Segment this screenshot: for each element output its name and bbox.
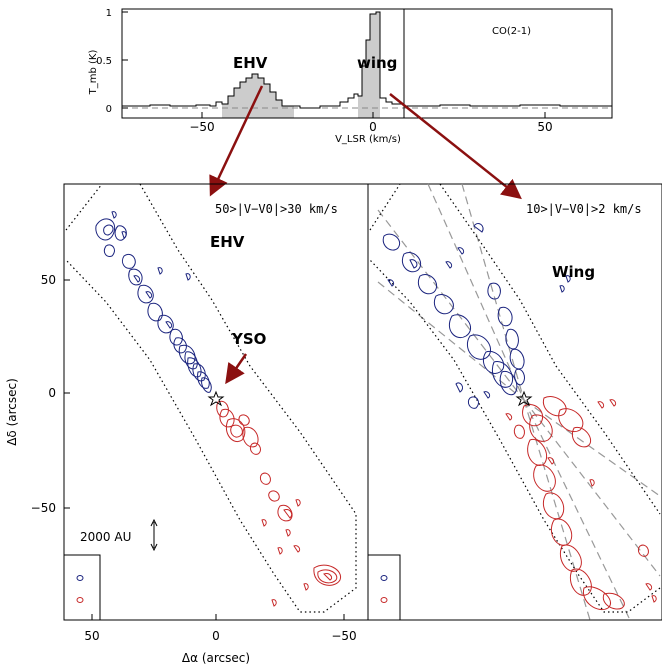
right-blue-contours: [382, 223, 571, 409]
left-axis-ticks: [64, 279, 345, 620]
wing-label: wing: [357, 54, 397, 72]
line-label: CO(2-1): [492, 26, 531, 37]
left-red-beam: [76, 597, 84, 603]
left-outflow-boundary: [65, 183, 357, 613]
right-map-panel: Wing 10>|V−V0|>2 km/s: [367, 183, 662, 621]
spectrum-ytick-1: 0.5: [96, 56, 112, 67]
spectrum-x-label: V_LSR (km/s): [335, 134, 401, 145]
ehv-label: EHV: [233, 54, 268, 72]
xtick-0: 0: [212, 629, 220, 643]
scale-label: 2000 AU: [80, 530, 131, 544]
right-velocity-range: 10>|V−V0|>2 km/s: [526, 202, 642, 216]
wing-arrow: [389, 93, 522, 200]
right-red-contours: [505, 396, 657, 610]
ytick-minus50: −50: [31, 501, 56, 515]
left-map-title: EHV: [210, 233, 245, 251]
spectrum-xtick-0: −50: [189, 120, 214, 134]
xtick-50: 50: [84, 629, 99, 643]
spectrum-xtick-2: 50: [537, 120, 552, 134]
spectrum-trace: [122, 11, 612, 109]
yso-label: YSO: [231, 330, 266, 348]
spectrum-y-label: T_mb (K): [88, 50, 99, 96]
wing-shaded-region: [358, 12, 380, 118]
right-map-frame: [367, 183, 662, 621]
left-velocity-range: 50>|V−V0|>30 km/s: [215, 202, 338, 216]
left-beam-box: [63, 554, 101, 621]
right-cone-lines: [377, 183, 661, 621]
right-map-title: Wing: [552, 263, 595, 281]
spectrum-ytick-2: 1: [106, 8, 112, 19]
right-outflow-boundary: [369, 183, 661, 613]
ytick-0: 0: [48, 386, 56, 400]
spectrum-xtick-1: 0: [369, 120, 377, 134]
yso-arrow: [225, 353, 248, 385]
left-blue-contours: [95, 211, 212, 393]
spectrum-ytick-0: 0: [106, 104, 112, 115]
spectrum-frame: [121, 8, 613, 119]
right-yso-star: [515, 390, 533, 407]
spectrum-ticks: [122, 11, 546, 118]
scale-bar-top: [150, 518, 158, 527]
ytick-50: 50: [41, 273, 56, 287]
x-axis-label: Δα (arcsec): [182, 651, 250, 665]
scale-bar-bottom: [150, 543, 158, 552]
xtick-minus50: −50: [331, 629, 356, 643]
left-yso-star: [207, 390, 225, 407]
left-blue-beam: [76, 575, 84, 581]
left-map-panel: YSO EHV 50>|V−V0|>30 km/s 2000 AU: [63, 183, 369, 621]
right-blue-beam: [380, 575, 388, 581]
spectrum-panel: 0 0.5 1 −50 0 50 V_LSR (km/s) T_mb (K) C…: [88, 8, 613, 145]
right-red-beam: [380, 597, 388, 603]
right-beam-box: [367, 554, 401, 621]
ehv-arrow: [209, 85, 264, 197]
left-red-contours: [216, 400, 342, 607]
y-axis-label: Δδ (arcsec): [5, 378, 19, 446]
